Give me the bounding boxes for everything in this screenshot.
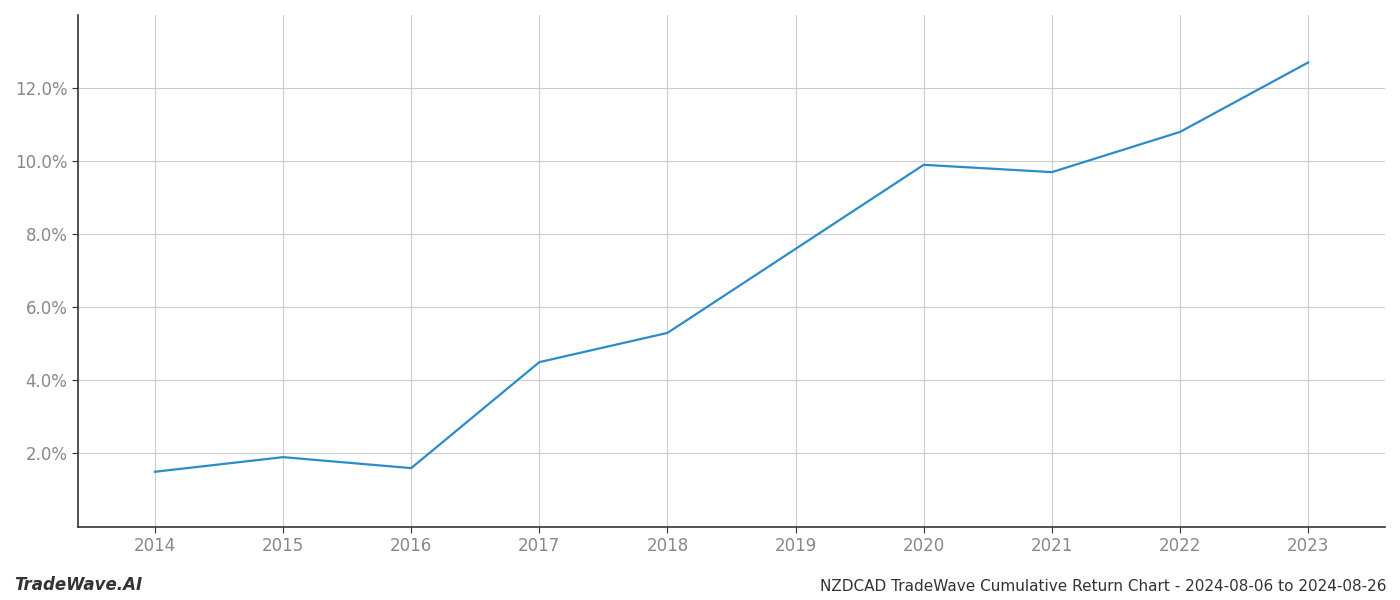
Text: TradeWave.AI: TradeWave.AI: [14, 576, 143, 594]
Text: NZDCAD TradeWave Cumulative Return Chart - 2024-08-06 to 2024-08-26: NZDCAD TradeWave Cumulative Return Chart…: [819, 579, 1386, 594]
